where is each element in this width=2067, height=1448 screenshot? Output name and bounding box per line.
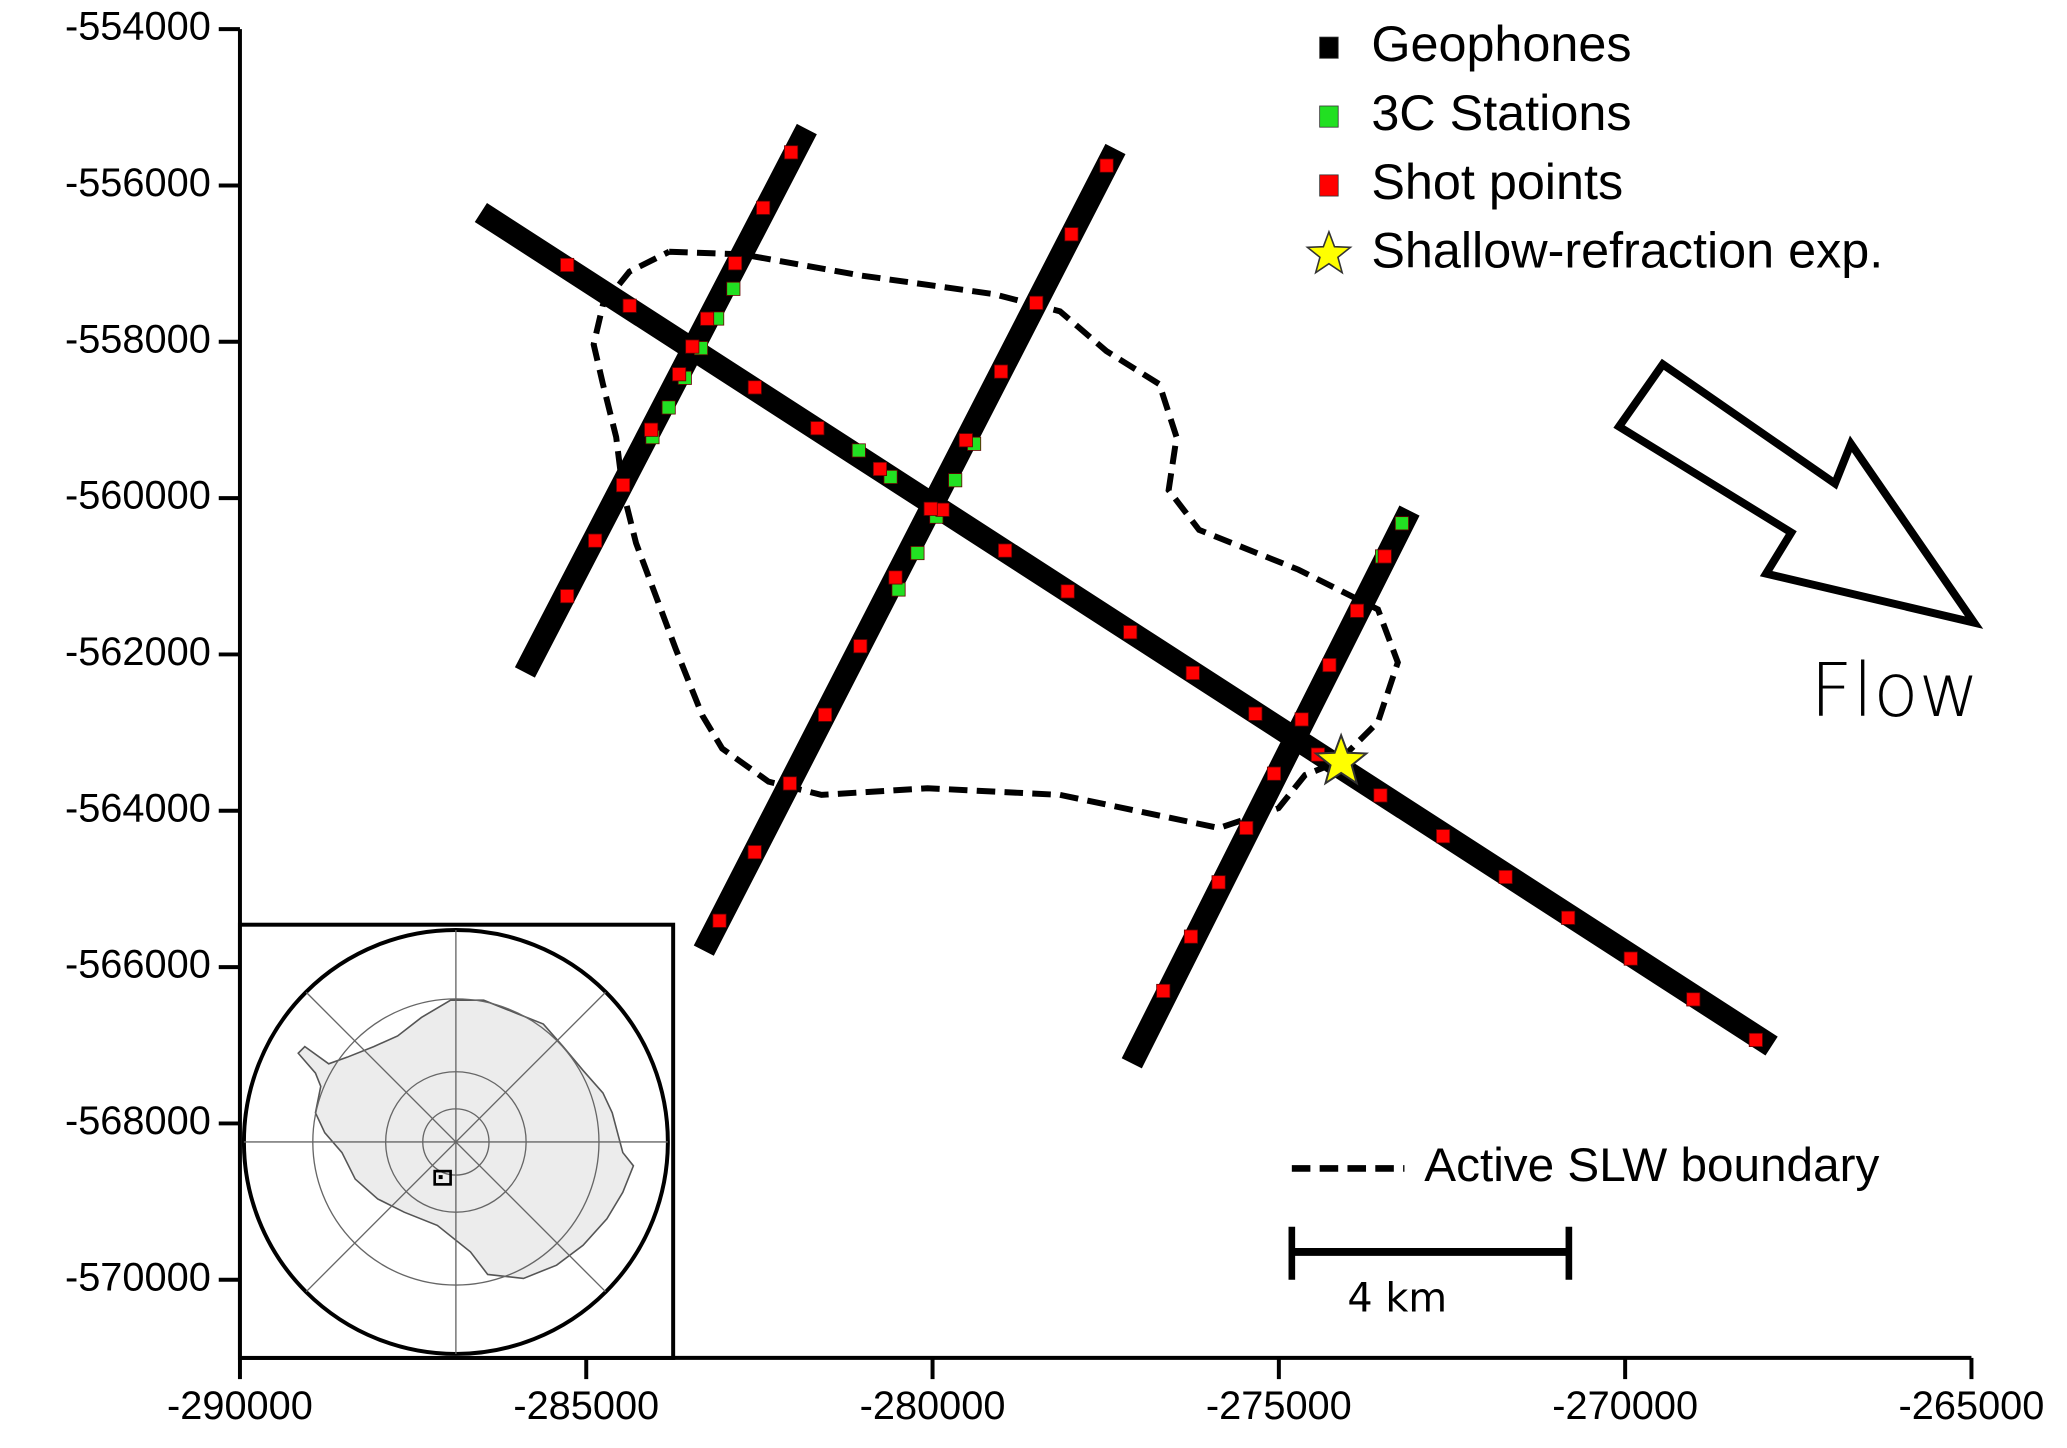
boundary-line bbox=[590, 248, 1401, 832]
legend-label: Geophones bbox=[1371, 15, 1631, 72]
point bbox=[910, 546, 925, 561]
point bbox=[712, 913, 727, 928]
point bbox=[853, 639, 868, 654]
x-tick-label: -270000 bbox=[1552, 1384, 1698, 1428]
legend-swatch bbox=[1319, 105, 1339, 128]
y-tick-label: -558000 bbox=[65, 317, 211, 361]
point bbox=[1436, 829, 1451, 844]
point bbox=[1123, 625, 1138, 640]
point bbox=[891, 582, 906, 597]
point bbox=[1064, 227, 1079, 242]
point bbox=[560, 257, 575, 272]
point bbox=[672, 367, 687, 382]
point bbox=[1623, 951, 1638, 966]
point bbox=[1561, 910, 1576, 925]
inset-map bbox=[237, 922, 676, 1360]
y-tick-label: -554000 bbox=[65, 5, 211, 49]
point bbox=[747, 380, 762, 395]
point bbox=[560, 589, 575, 604]
y-tick-label: -560000 bbox=[65, 474, 211, 518]
point bbox=[1248, 706, 1263, 721]
point bbox=[872, 461, 888, 476]
legend-swatch bbox=[1319, 174, 1339, 197]
point bbox=[851, 443, 866, 458]
x-tick-label: -265000 bbox=[1899, 1384, 2045, 1428]
point bbox=[1156, 983, 1171, 998]
point bbox=[1322, 658, 1337, 673]
point bbox=[958, 433, 973, 448]
point bbox=[1373, 788, 1388, 803]
flow-label: Flow bbox=[1810, 648, 1979, 734]
y-tick-label: -562000 bbox=[65, 630, 211, 674]
plot-area: -554000 -556000 -558000 -560000 -562000 -5640… bbox=[65, 5, 2044, 1428]
legend-swatch bbox=[1305, 229, 1353, 275]
point bbox=[644, 422, 659, 437]
point bbox=[1294, 712, 1309, 727]
point bbox=[1060, 584, 1075, 599]
point bbox=[1498, 869, 1513, 884]
y-tick-label: -564000 bbox=[65, 786, 211, 830]
point bbox=[1239, 820, 1254, 835]
point bbox=[747, 845, 762, 860]
point bbox=[1211, 875, 1226, 890]
point bbox=[622, 298, 637, 313]
legend-label: Active SLW boundary bbox=[1424, 1139, 1879, 1192]
point bbox=[888, 570, 903, 585]
point bbox=[1394, 516, 1409, 531]
point bbox=[948, 473, 963, 488]
star-point bbox=[1313, 732, 1369, 786]
point bbox=[588, 533, 603, 548]
legend: Geophones 3C Stations Shot points Shallow-r… bbox=[1288, 15, 1883, 1321]
point bbox=[1266, 766, 1282, 781]
point bbox=[998, 543, 1013, 558]
inset-study-dot bbox=[438, 1175, 443, 1180]
scale-bar-label: 4 km bbox=[1347, 1275, 1447, 1321]
point bbox=[782, 776, 797, 791]
point bbox=[1748, 1032, 1763, 1047]
point bbox=[810, 421, 825, 436]
point bbox=[726, 281, 741, 296]
point bbox=[616, 478, 631, 493]
point bbox=[756, 200, 771, 215]
x-tick-label: -285000 bbox=[513, 1384, 659, 1428]
point bbox=[700, 311, 715, 326]
inset-study-area bbox=[433, 1169, 452, 1186]
inset-continent bbox=[297, 999, 635, 1280]
legend-label: Shot points bbox=[1371, 153, 1623, 210]
point bbox=[1350, 603, 1365, 618]
point bbox=[1185, 665, 1200, 680]
point bbox=[818, 707, 833, 722]
point bbox=[1377, 549, 1392, 564]
point bbox=[784, 145, 799, 160]
flow-arrow bbox=[1613, 358, 1984, 629]
point bbox=[883, 469, 898, 484]
y-tick-label: -570000 bbox=[65, 1255, 211, 1299]
point bbox=[728, 256, 743, 271]
point bbox=[923, 501, 938, 516]
y-tick-label: -568000 bbox=[65, 1099, 211, 1143]
point bbox=[1099, 158, 1114, 173]
y-tick-label: -556000 bbox=[65, 161, 211, 205]
x-tick-label: -280000 bbox=[860, 1384, 1006, 1428]
x-tick-label: -275000 bbox=[1206, 1384, 1352, 1428]
point bbox=[935, 502, 950, 517]
point bbox=[685, 339, 700, 354]
point bbox=[661, 400, 676, 415]
x-tick-label: -290000 bbox=[167, 1384, 313, 1428]
point bbox=[1029, 295, 1044, 310]
point bbox=[994, 364, 1009, 379]
point bbox=[1183, 929, 1198, 944]
legend-label: Shallow-refraction exp. bbox=[1371, 222, 1883, 279]
point bbox=[1686, 992, 1701, 1007]
legend-label: 3C Stations bbox=[1371, 84, 1631, 141]
y-tick-label: -566000 bbox=[65, 943, 211, 987]
inset-graticule bbox=[243, 930, 668, 1354]
legend-swatch bbox=[1319, 36, 1339, 59]
